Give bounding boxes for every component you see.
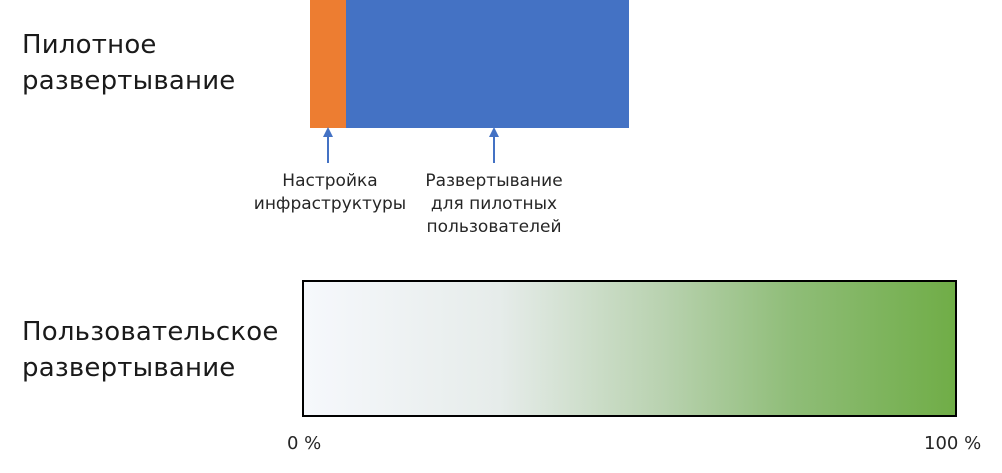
axis-start-label: 0 % bbox=[287, 433, 322, 454]
infrastructure-setup-segment bbox=[310, 0, 346, 128]
pilot-users-arrow-icon bbox=[489, 127, 499, 163]
infrastructure-setup-label: Настройка инфраструктуры bbox=[253, 171, 407, 214]
infrastructure-arrow-icon bbox=[323, 127, 333, 163]
pilot-users-deployment-segment bbox=[346, 0, 629, 128]
pilot-users-deployment-label: Развертывание для пилотных пользователей bbox=[425, 171, 563, 237]
pilot-deployment-bar bbox=[310, 0, 629, 128]
user-deployment-gradient-bar bbox=[302, 280, 957, 417]
axis-end-label: 100 % bbox=[924, 433, 982, 454]
user-deployment-title: Пользовательское развертывание bbox=[22, 317, 279, 383]
pilot-deployment-title: Пилотное развертывание bbox=[22, 30, 236, 96]
